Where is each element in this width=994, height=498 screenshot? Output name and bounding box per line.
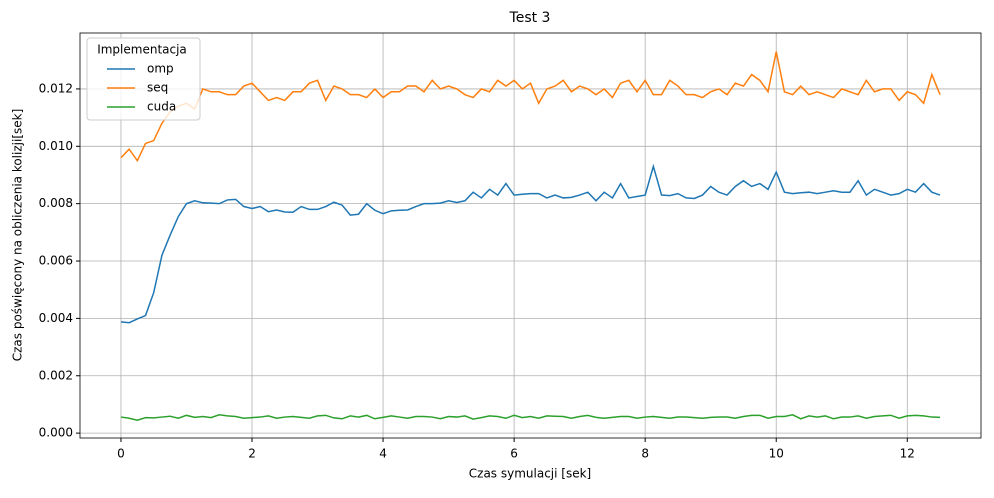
y-tick-label: 0.012 (39, 81, 73, 95)
legend-label: omp (147, 62, 174, 76)
chart-title: Test 3 (509, 10, 551, 26)
legend-label: seq (147, 81, 168, 95)
series-line (120, 51, 941, 163)
legend-box (86, 37, 201, 121)
legend: Implementacja omp seq cuda (86, 37, 201, 121)
x-tick-label: 6 (510, 447, 518, 461)
y-tick-label: 0.000 (39, 426, 73, 440)
x-tick-label: 0 (117, 447, 125, 461)
x-tick-label: 4 (379, 447, 387, 461)
x-tick-label: 2 (248, 447, 256, 461)
legend-title: Implementacja (97, 43, 187, 57)
series-line (120, 413, 941, 421)
y-tick-label: 0.002 (39, 368, 73, 382)
y-tick-label: 0.004 (39, 311, 73, 325)
x-tick-label: 12 (900, 447, 915, 461)
y-tick-label: 0.008 (39, 196, 73, 210)
x-tick-label: 10 (769, 447, 784, 461)
y-axis-label: Czas poświęcony na obliczenia kolizji[se… (11, 109, 25, 362)
y-tick-label: 0.006 (39, 254, 73, 268)
series-line (120, 163, 941, 324)
y-tick-label: 0.010 (39, 139, 73, 153)
x-axis-label: Czas symulacji [sek] (469, 467, 591, 481)
x-tick-label: 8 (641, 447, 649, 461)
axes-frame (79, 32, 982, 439)
legend-label: cuda (147, 100, 176, 114)
